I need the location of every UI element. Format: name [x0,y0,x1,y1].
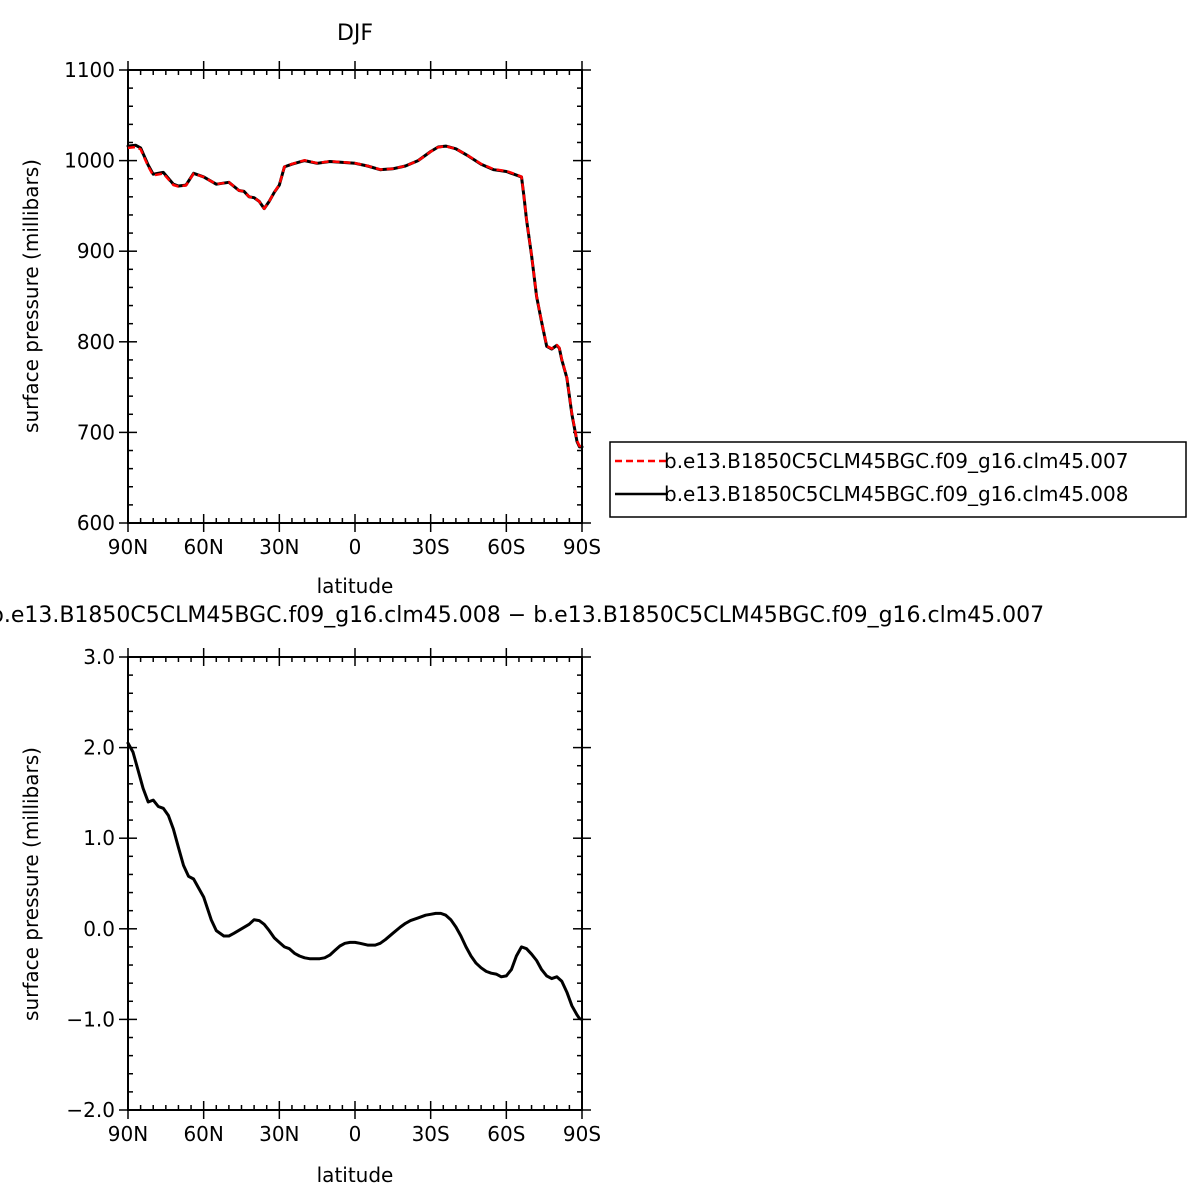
top-y-tick-label: 1000 [64,149,115,173]
top-y-tick-label: 900 [77,239,115,263]
bottom-x-ticks: 90N 60N 30N 0 30S 60S 90S [108,648,601,1146]
bottom-panel: b.e13.B1850C5CLM45BGC.f09_g16.clm45.008 … [0,603,1044,1187]
bottom-x-tick-label: 90S [563,1122,601,1146]
bottom-series-line-0 [126,741,584,1021]
top-y-ticks: 600 700 800 900 1000 1100 [64,58,591,535]
top-x-tick-label: 0 [349,535,362,559]
bottom-x-tick-label: 90N [108,1122,148,1146]
top-y-tick-label: 1100 [64,58,115,82]
top-x-tick-label: 60N [183,535,223,559]
top-x-tick-label: 30S [412,535,450,559]
bottom-plot-area: 90N 60N 30N 0 30S 60S 90S −2.0 −1.0 0.0 1.0 2.0 3.0 [66,645,601,1146]
bottom-x-axis-label: latitude [317,1163,394,1187]
bottom-y-tick-label: 2.0 [83,736,115,760]
bottom-x-tick-label: 30S [412,1122,450,1146]
bottom-x-tick-label: 60S [487,1122,525,1146]
top-chart-title: DJF [337,21,373,46]
top-x-ticks: 90N 60N 30N 0 30S 60S 90S [108,61,601,559]
top-x-tick-label: 30N [259,535,299,559]
legend: b.e13.B1850C5CLM45BGC.f09_g16.clm45.007 … [609,441,1187,518]
bottom-x-tick-label: 60N [183,1122,223,1146]
bottom-y-axis-label: surface pressure (millibars) [19,747,43,1021]
top-y-tick-label: 600 [77,511,115,535]
top-y-tick-label: 800 [77,330,115,354]
bottom-y-ticks: −2.0 −1.0 0.0 1.0 2.0 3.0 [66,645,591,1122]
top-series-line-1 [127,144,583,448]
top-x-axis-label: latitude [317,574,394,598]
bottom-y-tick-label: 0.0 [83,917,115,941]
bottom-chart-title: b.e13.B1850C5CLM45BGC.f09_g16.clm45.008 … [0,603,1044,628]
legend-label-clm45-008: b.e13.B1850C5CLM45BGC.f09_g16.clm45.008 [664,482,1128,506]
bottom-y-tick-label: −1.0 [66,1007,115,1031]
bottom-y-tick-label: −2.0 [66,1098,115,1122]
legend-box [609,441,1187,518]
top-plot-area: 90N 60N 30N 0 30S 60S 90S 600 700 800 900 1000 1100 [64,58,601,559]
top-x-tick-label: 90S [563,535,601,559]
bottom-x-tick-label: 0 [349,1122,362,1146]
bottom-x-tick-label: 30N [259,1122,299,1146]
top-y-axis-label: surface pressure (millibars) [19,159,43,433]
top-plot-frame [127,69,583,524]
bottom-y-tick-label: 1.0 [83,826,115,850]
top-x-tick-label: 90N [108,535,148,559]
top-panel: DJF 90N 60N 30N 0 30S 60S 90S 600 700 800 900 1000 1… [19,21,1187,598]
top-x-tick-label: 60S [487,535,525,559]
top-series-line-0 [126,143,584,449]
bottom-y-tick-label: 3.0 [83,645,115,669]
legend-label-clm45-007: b.e13.B1850C5CLM45BGC.f09_g16.clm45.007 [664,449,1128,473]
top-y-tick-label: 700 [77,420,115,444]
